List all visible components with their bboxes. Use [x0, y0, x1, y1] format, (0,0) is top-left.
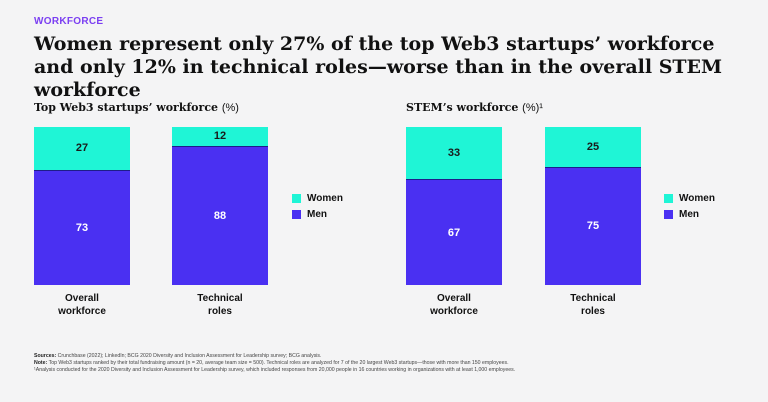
category-label-line: Overall: [65, 293, 99, 304]
data-label-women: 25: [586, 140, 600, 153]
footnotes: Sources: Crunchbase (2022); LinkedIn; BC…: [34, 353, 734, 375]
bar-segment-women: 33: [406, 127, 502, 180]
category-label-line: Technical: [570, 293, 616, 304]
footnote-1: ¹Analysis conducted for the 2020 Diversi…: [34, 367, 516, 374]
category-label: Technical roles: [172, 292, 268, 318]
legend-swatch-men: [664, 209, 673, 219]
page-title: Women represent only 27% of the top Web3…: [34, 33, 723, 101]
category-label-line: roles: [208, 306, 232, 317]
category-label-line: workforce: [58, 306, 106, 317]
note-line: Note: Top Web3 startups ranked by their …: [34, 360, 734, 367]
data-label-women: 33: [447, 147, 461, 160]
data-label-men: 88: [213, 209, 227, 222]
category-label-line: roles: [581, 306, 605, 317]
legend-stem: Women Men: [664, 190, 715, 222]
bar-stack: 27 73: [34, 127, 130, 285]
legend-web3: Women Men: [292, 190, 343, 222]
bar-segment-women: 12: [172, 127, 268, 146]
legend-label-men: Men: [679, 208, 699, 220]
bar-stack: 25 75: [545, 127, 641, 285]
chart-unit-web3: (%): [221, 102, 239, 114]
data-label-women: 12: [213, 130, 227, 143]
legend-swatch-women: [292, 193, 301, 203]
chart-title-stem-text: STEM’s workforce: [406, 101, 519, 114]
category-label-line: Technical: [197, 293, 243, 304]
sources-line: Sources: Crunchbase (2022); LinkedIn; BC…: [34, 353, 734, 360]
legend-label-women: Women: [307, 192, 343, 204]
category-label-line: Overall: [437, 293, 471, 304]
chart-title-web3: Top Web3 startups’ workforce (%): [34, 101, 239, 114]
legend-item-women: Women: [292, 190, 343, 206]
bar-segment-men: 88: [172, 145, 268, 285]
note-label: Note:: [34, 360, 48, 367]
legend-label-women: Women: [679, 192, 715, 204]
legend-item-men: Men: [292, 206, 343, 222]
bar-stack: 12 88: [172, 127, 268, 285]
bar-segment-men: 67: [406, 179, 502, 285]
data-label-women: 27: [75, 142, 89, 155]
bar-segment-women: 25: [545, 127, 641, 167]
category-label: Technical roles: [545, 292, 641, 318]
chart-title-web3-text: Top Web3 startups’ workforce: [34, 101, 219, 114]
data-label-men: 75: [586, 220, 600, 233]
data-label-men: 67: [447, 226, 461, 239]
bar-segment-men: 73: [34, 169, 130, 285]
sources-label: Sources:: [34, 353, 57, 359]
category-label-line: workforce: [430, 306, 478, 317]
legend-swatch-women: [664, 193, 673, 203]
legend-item-women: Women: [664, 190, 715, 206]
legend-item-men: Men: [664, 206, 715, 222]
legend-swatch-men: [292, 209, 301, 219]
category-label: Overall workforce: [34, 292, 130, 318]
bar-segment-men: 75: [545, 166, 641, 285]
chart-unit-stem: (%)¹: [522, 102, 543, 114]
chart-title-stem: STEM’s workforce (%)¹: [406, 101, 543, 114]
bar-segment-women: 27: [34, 127, 130, 170]
category-label: Overall workforce: [406, 292, 502, 318]
bar-stack: 33 67: [406, 127, 502, 285]
legend-label-men: Men: [307, 208, 327, 220]
sources-text: Crunchbase (2022); LinkedIn; BCG 2020 Di…: [56, 353, 322, 359]
note-text: Top Web3 startups ranked by their total …: [47, 360, 509, 367]
data-label-men: 73: [75, 221, 89, 234]
eyebrow-label: WORKFORCE: [34, 16, 104, 27]
